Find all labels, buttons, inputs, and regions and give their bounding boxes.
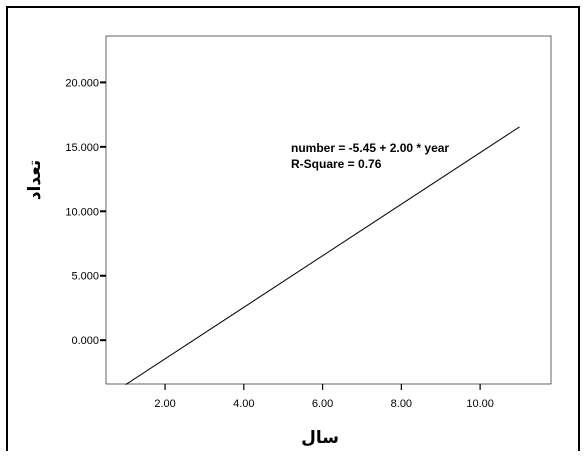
y-tick-label-2: 10.000: [65, 206, 99, 218]
x-axis: 2.00 4.00 6.00 8.00 10.00: [154, 384, 494, 410]
figure-frame: [6, 6, 580, 451]
series-layer: [125, 126, 520, 386]
x-tick-label-1: 4.00: [233, 398, 254, 410]
y-tick-label-1: 5.000: [71, 271, 99, 283]
annotation-equation: number = -5.45 + 2.00 * year: [291, 141, 449, 155]
y-axis: 0.000 5.000 10.000 15.000 20.000: [65, 77, 106, 347]
x-tick-label-3: 8.00: [391, 398, 412, 410]
annotation-r-square: R-Square = 0.76: [291, 157, 382, 171]
y-tick-label-3: 15.000: [65, 142, 99, 154]
x-tick-label-4: 10.00: [466, 398, 494, 410]
x-tick-label-2: 6.00: [312, 398, 333, 410]
x-tick-label-0: 2.00: [154, 398, 175, 410]
y-axis-title: تعداد: [25, 160, 45, 200]
fit-line-0: [125, 126, 520, 386]
y-tick-label-0: 0.000: [71, 335, 99, 347]
x-axis-title: سال: [301, 428, 339, 448]
y-tick-label-4: 20.000: [65, 77, 99, 89]
plot-area: [105, 35, 552, 385]
